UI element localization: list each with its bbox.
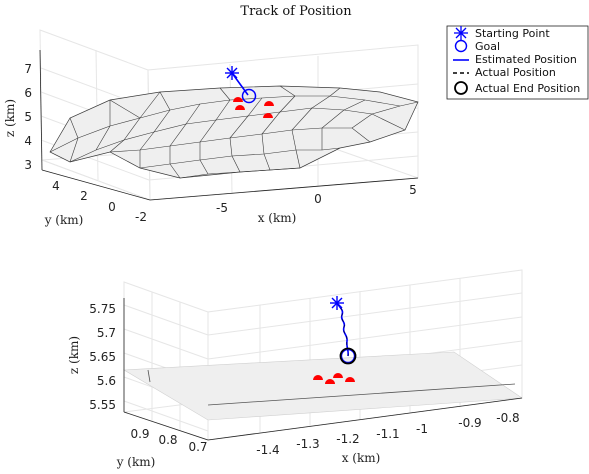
bottom-grid (123, 269, 523, 441)
bottom-marker (325, 379, 335, 384)
top-z-tick-3: 3 (24, 158, 32, 172)
bottom-y-label: y (km) (116, 455, 156, 469)
top-y-tick-neg2: -2 (135, 210, 147, 224)
top-z-axis-line (39, 49, 43, 171)
top-plot-title: Track of Position (240, 4, 352, 19)
bottom-y-tick: 0.7 (188, 440, 207, 454)
top-plot: Track of Position (3, 4, 419, 227)
top-x-tick-5: 5 (409, 183, 417, 197)
top-terrain-surface (49, 85, 419, 179)
top-axes (39, 49, 419, 201)
top-x-tick-0: 0 (314, 192, 322, 206)
bottom-actual-end-marker (339, 347, 357, 365)
top-x-label: x (km) (258, 211, 297, 225)
bottom-y-tick: 0.8 (158, 433, 177, 447)
bottom-z-tick: 5.55 (89, 398, 116, 412)
legend-label-goal: Goal (475, 40, 500, 53)
top-y-tick-2: 2 (80, 189, 88, 203)
legend-label-starting-point: Starting Point (475, 27, 550, 40)
bottom-actual-path (336, 302, 349, 357)
top-z-tick-5: 5 (24, 110, 32, 124)
legend: Starting Point Goal Estimated Position A… (446, 25, 589, 100)
top-marker (263, 113, 273, 118)
top-markers (233, 97, 274, 118)
top-x-axis-line (149, 177, 419, 201)
bottom-x-tick: -1.2 (336, 432, 359, 446)
bottom-y-tick: 0.9 (130, 427, 149, 441)
legend-label-actual-end-position: Actual End Position (475, 82, 580, 95)
bottom-marker (345, 377, 355, 382)
bottom-z-tick: 5.75 (89, 302, 116, 316)
top-marker (233, 97, 243, 102)
top-x-tick-neg5: -5 (216, 201, 228, 215)
bottom-x-label: x (km) (342, 451, 381, 465)
legend-star-icon (454, 26, 468, 40)
bottom-plot: 5.75 5.7 5.65 5.6 5.55 0.9 0.8 0.7 -1.4 … (67, 269, 523, 469)
top-z-tick-7: 7 (24, 62, 32, 76)
top-marker (264, 101, 274, 106)
bottom-x-tick: -1.3 (296, 437, 319, 451)
bottom-axes (123, 298, 523, 441)
legend-goal-icon (454, 39, 468, 53)
bottom-goal-marker (340, 348, 356, 364)
bottom-markers (313, 373, 355, 384)
bottom-z-label: z (km) (67, 336, 81, 374)
legend-end-circle-icon (454, 81, 468, 95)
top-estimated-path-group (225, 66, 257, 104)
bottom-terrain-surface (123, 351, 523, 421)
top-marker (235, 105, 245, 110)
bottom-marker (313, 375, 323, 380)
top-y-axis-line (41, 169, 151, 201)
top-z-tick-4: 4 (24, 134, 32, 148)
top-starting-point-marker (225, 66, 239, 80)
bottom-x-tick: -1.1 (376, 427, 399, 441)
legend-label-estimated-position: Estimated Position (475, 53, 577, 66)
bottom-terrain-mesh-edge (207, 383, 516, 406)
top-terrain-mesh (49, 85, 419, 179)
bottom-terrain-mesh-edge (147, 369, 151, 383)
top-goal-marker (241, 88, 257, 104)
legend-label-actual-position: Actual Position (475, 66, 556, 79)
bottom-z-tick: 5.7 (97, 326, 116, 340)
bottom-starting-point-marker (330, 296, 344, 310)
bottom-z-tick: 5.65 (89, 350, 116, 364)
top-y-tick-0: 0 (108, 200, 116, 214)
top-z-label: z (km) (3, 99, 17, 137)
bottom-x-axis-line (207, 397, 523, 441)
top-y-tick-4: 4 (52, 179, 60, 193)
bottom-x-tick: -1.4 (256, 443, 279, 457)
bottom-x-tick: -0.8 (496, 411, 519, 425)
bottom-x-tick: -0.9 (458, 416, 481, 430)
bottom-x-tick: -1 (416, 422, 428, 436)
bottom-marker (333, 373, 343, 378)
top-z-tick-6: 6 (24, 86, 32, 100)
top-y-label: y (km) (44, 213, 84, 227)
bottom-z-tick: 5.6 (97, 374, 116, 388)
bottom-y-axis-line (123, 411, 209, 441)
legend-box (446, 25, 589, 100)
